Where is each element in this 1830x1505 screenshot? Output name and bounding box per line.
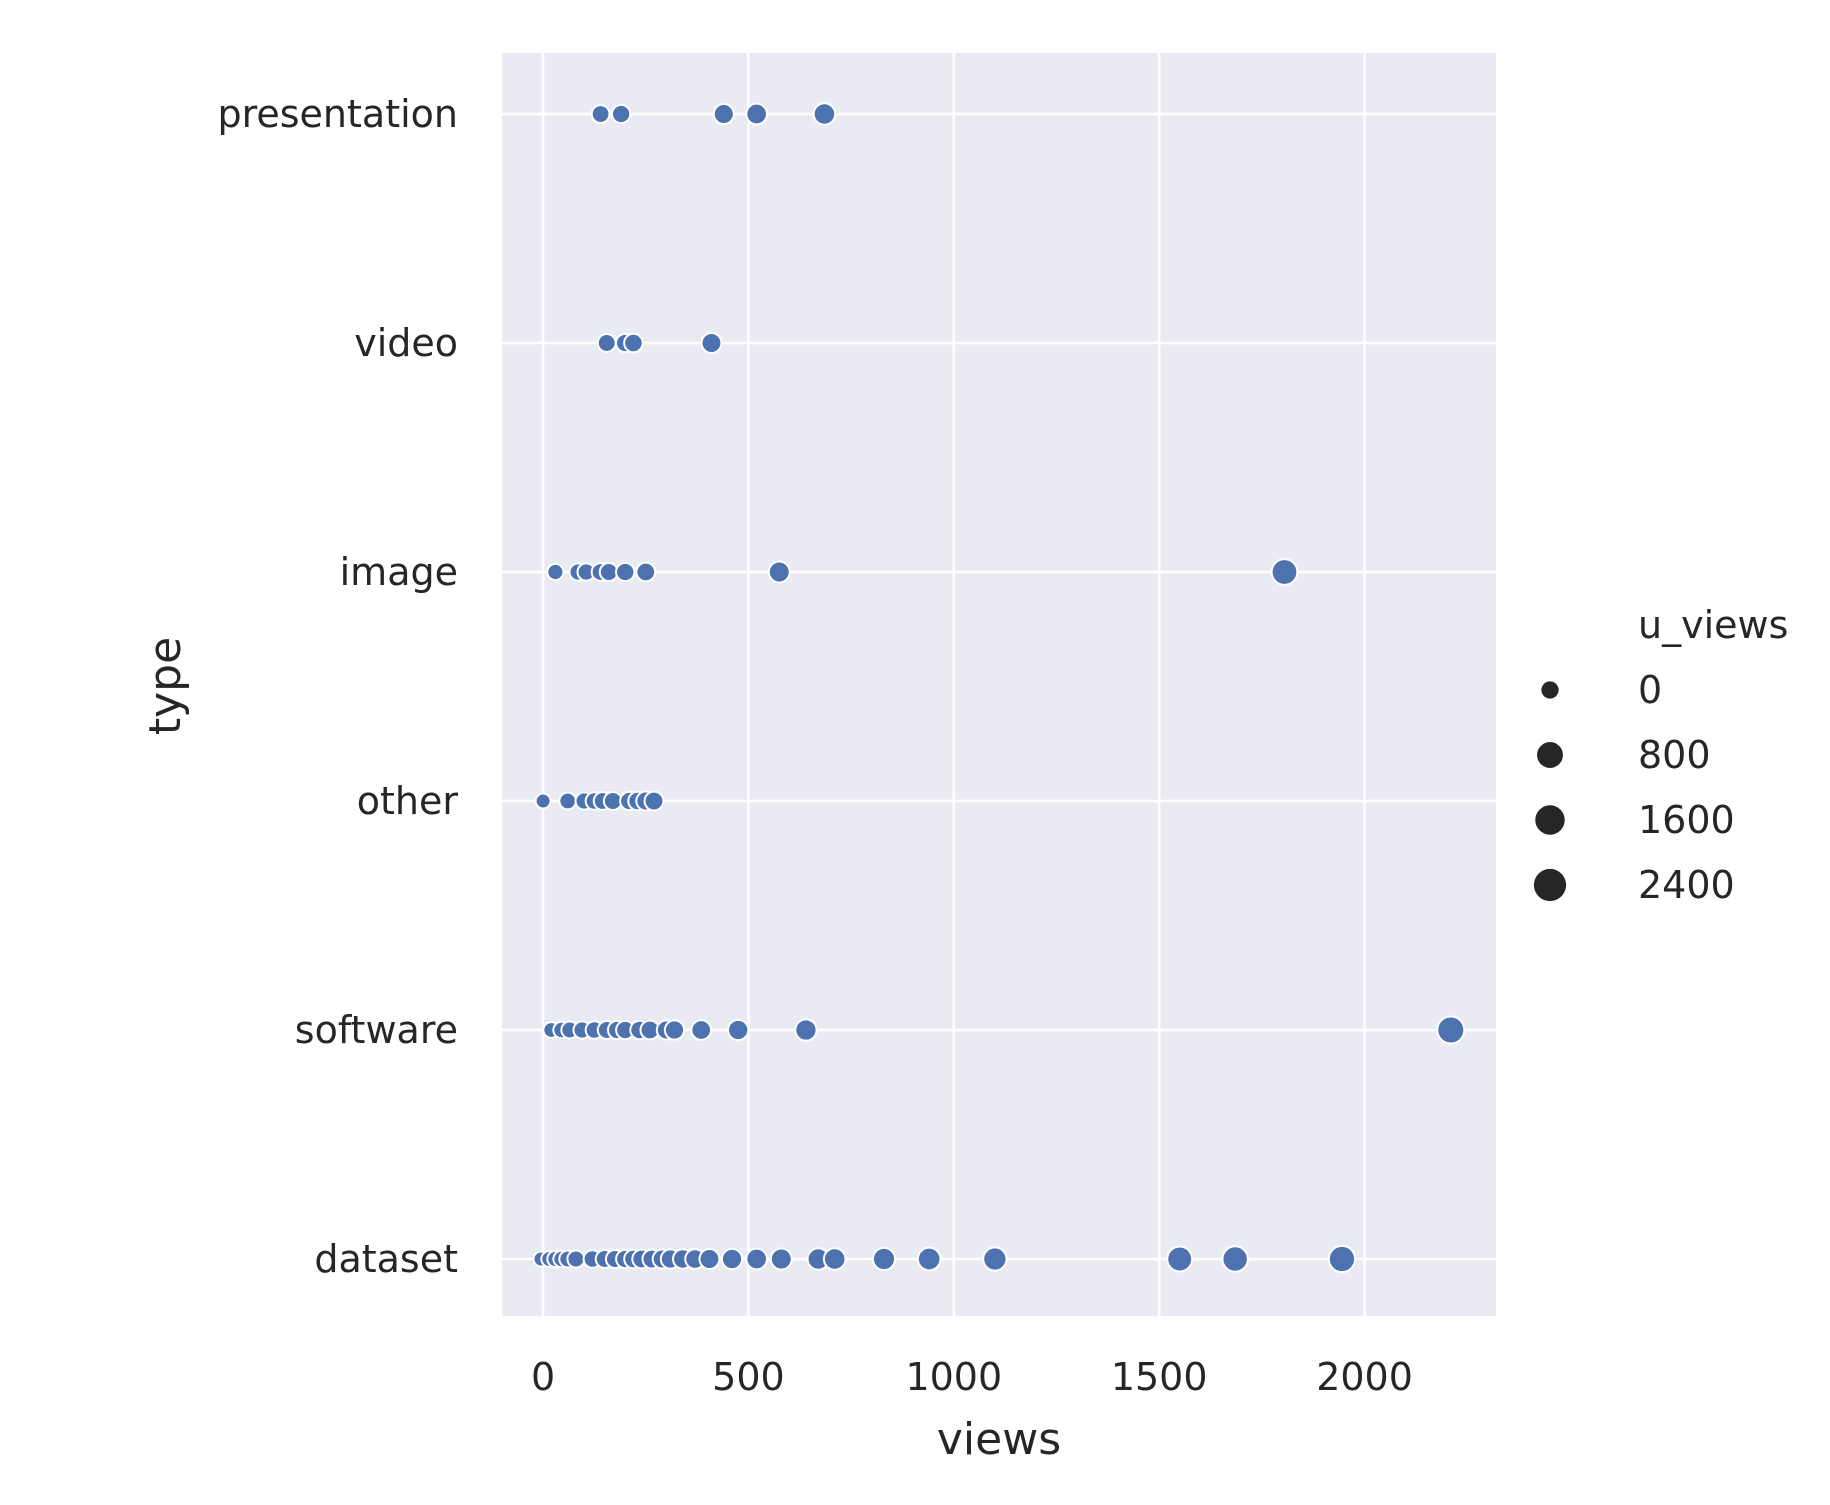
y-tick-label: dataset bbox=[314, 1237, 458, 1281]
data-point bbox=[822, 1247, 847, 1271]
legend-marker bbox=[1535, 805, 1565, 835]
y-tick-label: other bbox=[357, 779, 459, 823]
y-tick-label: software bbox=[295, 1008, 458, 1052]
data-point bbox=[727, 1018, 750, 1042]
data-point bbox=[566, 1249, 586, 1269]
legend-title: u_views bbox=[1638, 603, 1788, 647]
data-point bbox=[871, 1246, 897, 1272]
data-point bbox=[1327, 1244, 1357, 1274]
data-point bbox=[643, 790, 665, 812]
legend-marker bbox=[1541, 681, 1559, 699]
data-point bbox=[596, 333, 617, 353]
y-axis-label: type bbox=[140, 637, 191, 735]
data-point bbox=[745, 1247, 768, 1271]
legend-marker bbox=[1537, 742, 1563, 768]
data-point bbox=[690, 1019, 713, 1041]
x-tick-label: 1500 bbox=[1111, 1355, 1208, 1399]
plot-background bbox=[502, 53, 1496, 1316]
legend-label: 1600 bbox=[1638, 798, 1735, 842]
x-tick-label: 500 bbox=[712, 1355, 785, 1399]
data-point bbox=[1270, 558, 1299, 586]
data-point bbox=[812, 102, 837, 126]
data-point bbox=[590, 104, 611, 124]
legend-label: 0 bbox=[1638, 668, 1662, 712]
data-point bbox=[982, 1246, 1008, 1272]
data-point bbox=[663, 1019, 686, 1041]
legend-label: 2400 bbox=[1638, 863, 1735, 907]
x-tick-label: 1000 bbox=[905, 1355, 1002, 1399]
data-point bbox=[1166, 1245, 1194, 1273]
data-point bbox=[769, 1247, 793, 1271]
y-tick-label: presentation bbox=[217, 92, 458, 136]
y-tick-labels: presentation video image other software datas… bbox=[217, 92, 458, 1281]
data-point bbox=[1221, 1245, 1249, 1273]
size-legend: u_views 0 800 1600 2400 bbox=[1533, 603, 1788, 907]
legend-label: 800 bbox=[1638, 733, 1711, 777]
x-tick-labels: 0 500 1000 1500 2000 bbox=[531, 1355, 1413, 1399]
y-tick-label: video bbox=[354, 321, 458, 365]
data-point bbox=[534, 792, 552, 810]
data-point bbox=[767, 560, 791, 584]
data-point bbox=[635, 561, 657, 583]
data-point bbox=[558, 791, 578, 811]
data-point bbox=[623, 332, 644, 354]
x-tick-label: 0 bbox=[531, 1355, 555, 1399]
data-point bbox=[794, 1018, 818, 1042]
data-point bbox=[712, 102, 735, 126]
y-tick-label: image bbox=[340, 550, 458, 594]
legend-marker bbox=[1533, 868, 1567, 902]
x-tick-label: 2000 bbox=[1316, 1355, 1413, 1399]
data-point bbox=[745, 102, 768, 126]
data-point bbox=[916, 1246, 942, 1272]
data-point bbox=[1436, 1015, 1466, 1045]
data-point bbox=[546, 562, 565, 582]
data-point bbox=[610, 103, 632, 125]
data-point bbox=[615, 561, 636, 583]
data-point bbox=[698, 1248, 721, 1270]
data-point bbox=[720, 1247, 744, 1271]
data-point bbox=[700, 332, 723, 354]
data-points bbox=[532, 102, 1466, 1274]
x-axis-label: views bbox=[937, 1414, 1061, 1465]
